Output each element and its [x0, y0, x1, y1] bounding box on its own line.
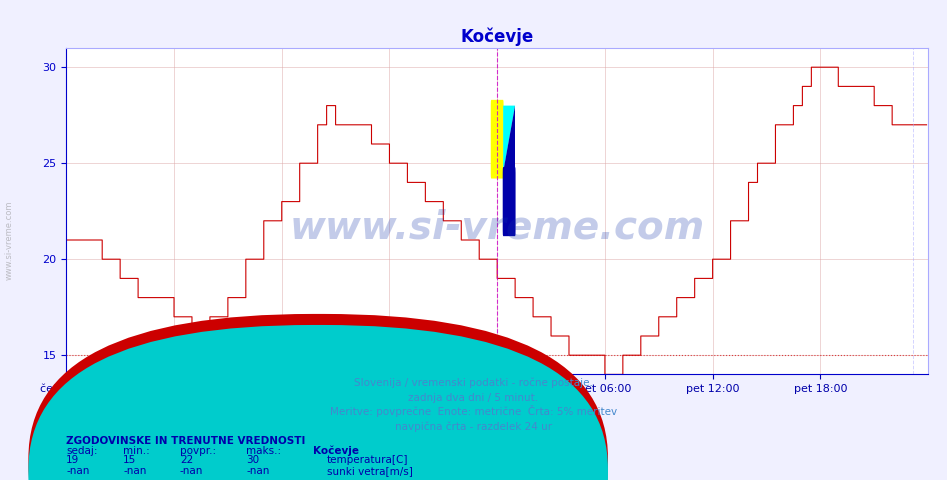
FancyBboxPatch shape	[503, 167, 515, 236]
Text: maks.:: maks.:	[246, 445, 281, 456]
Title: Kočevje: Kočevje	[460, 28, 534, 47]
Text: Meritve: povprečne  Enote: metrične  Črta: 5% meritev: Meritve: povprečne Enote: metrične Črta:…	[330, 405, 617, 417]
FancyBboxPatch shape	[491, 100, 504, 179]
Text: 19: 19	[66, 455, 80, 465]
Text: www.si-vreme.com: www.si-vreme.com	[290, 208, 705, 247]
Text: -nan: -nan	[180, 466, 204, 476]
Text: 15: 15	[123, 455, 136, 465]
Text: temperatura[C]: temperatura[C]	[327, 455, 408, 465]
Text: min.:: min.:	[123, 445, 150, 456]
Text: zadnja dva dni / 5 minut.: zadnja dva dni / 5 minut.	[408, 393, 539, 403]
Text: navpična črta - razdelek 24 ur: navpična črta - razdelek 24 ur	[395, 421, 552, 432]
Polygon shape	[503, 106, 515, 173]
Text: Slovenija / vremenski podatki - ročne postaje.: Slovenija / vremenski podatki - ročne po…	[354, 378, 593, 388]
Text: povpr.:: povpr.:	[180, 445, 216, 456]
Text: Kočevje: Kočevje	[313, 445, 359, 456]
Text: www.si-vreme.com: www.si-vreme.com	[5, 200, 14, 280]
Polygon shape	[503, 106, 515, 173]
Text: -nan: -nan	[246, 466, 270, 476]
Text: sedaj:: sedaj:	[66, 445, 98, 456]
Text: -nan: -nan	[66, 466, 90, 476]
Text: 30: 30	[246, 455, 259, 465]
Text: 22: 22	[180, 455, 193, 465]
Text: -nan: -nan	[123, 466, 147, 476]
Text: sunki vetra[m/s]: sunki vetra[m/s]	[327, 466, 413, 476]
Text: ZGODOVINSKE IN TRENUTNE VREDNOSTI: ZGODOVINSKE IN TRENUTNE VREDNOSTI	[66, 436, 306, 446]
